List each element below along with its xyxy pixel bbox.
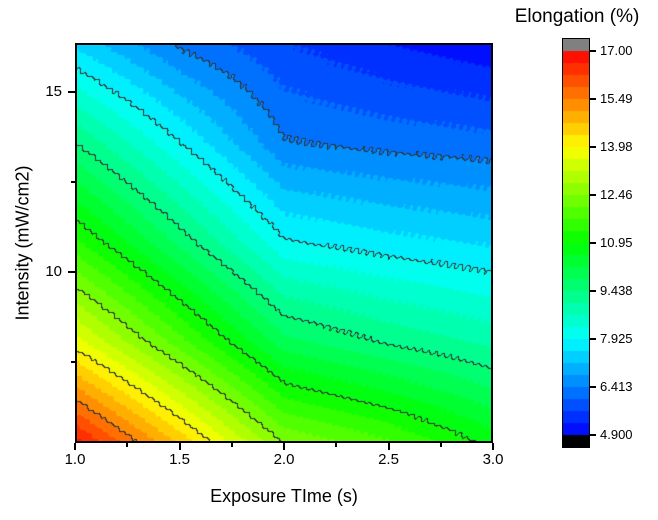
colorbar-tick-label: 15.49 bbox=[600, 91, 633, 106]
colorbar bbox=[562, 38, 590, 448]
plot-area bbox=[75, 43, 493, 443]
contour-plot-canvas bbox=[77, 45, 491, 441]
colorbar-tick-mark bbox=[590, 50, 596, 52]
colorbar-tick-label: 12.46 bbox=[600, 187, 633, 202]
x-tick-mark bbox=[74, 443, 76, 450]
x-tick-label: 2.5 bbox=[378, 451, 399, 468]
x-tick-mark bbox=[178, 443, 181, 450]
colorbar-tick-mark bbox=[590, 98, 596, 100]
colorbar-tick-label: 13.98 bbox=[600, 139, 633, 154]
y-tick-label: 15 bbox=[45, 82, 62, 100]
x-tick-label: 2.0 bbox=[273, 451, 295, 468]
y-minor-tick-mark bbox=[71, 180, 75, 183]
colorbar-tick-label: 6.413 bbox=[600, 379, 633, 394]
x-tick-mark bbox=[283, 443, 285, 450]
colorbar-canvas bbox=[563, 39, 589, 447]
x-tick-label: 3.0 bbox=[482, 451, 504, 468]
colorbar-tick-label: 10.95 bbox=[600, 235, 633, 250]
colorbar-tick-label: 4.900 bbox=[600, 427, 633, 442]
colorbar-tick-mark bbox=[590, 242, 596, 244]
colorbar-tick-label: 7.925 bbox=[600, 331, 633, 346]
x-tick-label: 1.0 bbox=[64, 451, 86, 468]
x-minor-tick-mark bbox=[335, 443, 338, 447]
colorbar-tick-mark bbox=[590, 146, 596, 148]
x-minor-tick-mark bbox=[439, 443, 442, 447]
x-tick-label: 1.5 bbox=[169, 451, 190, 468]
colorbar-tick-mark bbox=[590, 434, 596, 436]
y-minor-tick-mark bbox=[71, 360, 75, 363]
colorbar-tick-mark bbox=[590, 338, 596, 340]
colorbar-tick-mark bbox=[590, 386, 596, 388]
colorbar-tick-label: 9.438 bbox=[600, 283, 633, 298]
x-minor-tick-mark bbox=[230, 443, 233, 447]
colorbar-tick-mark bbox=[590, 290, 596, 292]
x-tick-mark bbox=[387, 443, 390, 450]
y-axis-title: Intensity (mW/cm2) bbox=[12, 165, 33, 321]
y-tick-label: 10 bbox=[45, 262, 62, 280]
x-axis-title: Exposure TIme (s) bbox=[210, 486, 358, 506]
y-tick-mark bbox=[68, 270, 75, 273]
colorbar-title: Elongation (%) bbox=[514, 6, 640, 27]
colorbar-tick-mark bbox=[590, 194, 596, 196]
x-minor-tick-mark bbox=[126, 443, 129, 447]
colorbar-tick-label: 17.00 bbox=[600, 43, 633, 58]
x-tick-mark bbox=[492, 443, 494, 450]
y-tick-mark bbox=[68, 90, 75, 93]
